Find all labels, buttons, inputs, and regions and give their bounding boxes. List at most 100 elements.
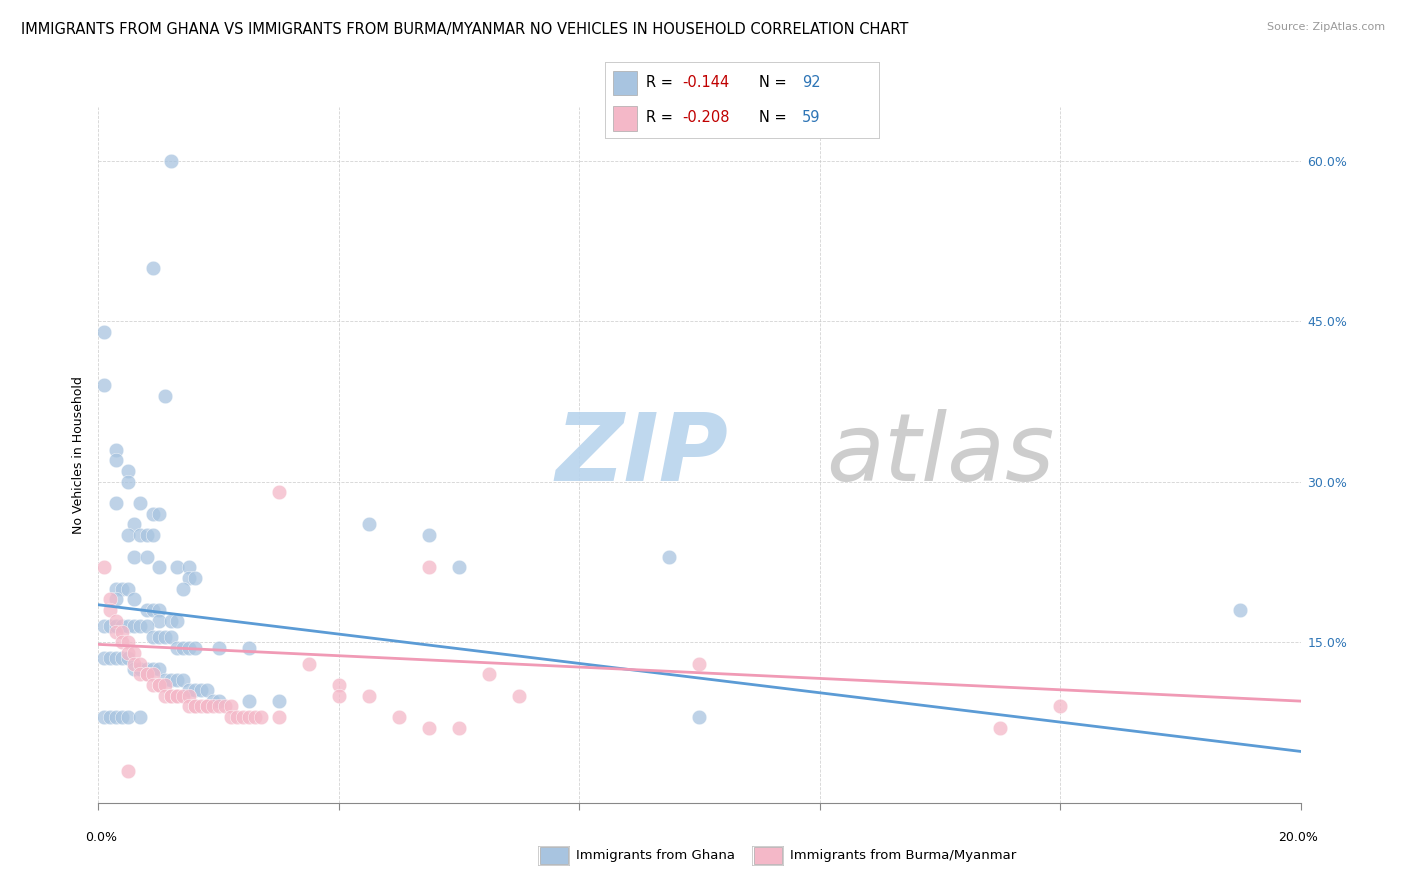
Point [177,560,200,574]
Point [988,721,1011,735]
Point [135,619,157,633]
Bar [613,106,637,130]
Point [117,764,139,778]
Point [418,528,440,542]
Point [447,721,470,735]
Point [195,699,218,714]
Point [267,694,290,708]
Text: N =: N = [759,111,792,125]
Point [141,260,163,275]
Point [129,657,152,671]
Point [135,667,157,681]
Point [177,699,200,714]
Text: Immigrants from Ghana: Immigrants from Ghana [576,849,735,862]
Text: 92: 92 [801,76,821,90]
Point [124,662,146,676]
Point [148,630,170,644]
Point [124,646,146,660]
Point [105,453,128,467]
Point [100,619,122,633]
Point [172,673,194,687]
Point [689,657,711,671]
Point [238,640,260,655]
Point [111,635,134,649]
Point [153,389,176,403]
Text: Source: ZipAtlas.com: Source: ZipAtlas.com [1267,22,1385,32]
Point [93,560,115,574]
Point [93,710,115,724]
Point [105,651,128,665]
Point [166,640,188,655]
Point [93,619,115,633]
Point [225,710,247,724]
Point [105,592,128,607]
Point [190,683,212,698]
Point [93,651,115,665]
Point [243,710,266,724]
Point [166,689,188,703]
Point [129,496,152,510]
Point [141,603,163,617]
Point [201,694,224,708]
Text: 20.0%: 20.0% [1278,831,1317,845]
Point [100,651,122,665]
Text: N =: N = [759,76,792,90]
Point [267,485,290,500]
Point [357,689,380,703]
Point [141,630,163,644]
Point [135,528,157,542]
Text: Immigrants from Burma/Myanmar: Immigrants from Burma/Myanmar [790,849,1017,862]
Point [177,683,200,698]
Point [141,528,163,542]
Point [508,689,530,703]
Point [135,549,157,564]
Point [135,667,157,681]
Point [117,464,139,478]
Point [117,646,139,660]
Point [124,592,146,607]
Point [183,640,205,655]
Point [183,699,205,714]
Point [195,699,218,714]
Text: -0.144: -0.144 [683,76,730,90]
Point [219,710,242,724]
Point [159,153,181,168]
Point [105,442,128,457]
Point [135,603,157,617]
Point [124,549,146,564]
Point [105,619,128,633]
Point [172,640,194,655]
Point [172,582,194,596]
Point [129,710,152,724]
Point [117,635,139,649]
Point [159,614,181,628]
Point [148,560,170,574]
Point [177,571,200,585]
Point [195,683,218,698]
Point [93,325,115,339]
Point [267,710,290,724]
Point [159,673,181,687]
Point [117,619,139,633]
Point [148,603,170,617]
Point [238,694,260,708]
Point [658,549,681,564]
Point [148,662,170,676]
Point [100,603,122,617]
Point [105,614,128,628]
Point [105,710,128,724]
Point [111,651,134,665]
Point [166,614,188,628]
Point [153,689,176,703]
Point [190,699,212,714]
Point [166,560,188,574]
Point [249,710,271,724]
Point [172,689,194,703]
Point [141,507,163,521]
Text: atlas: atlas [825,409,1054,500]
Point [148,678,170,692]
Point [124,619,146,633]
Point [177,689,200,703]
Point [166,689,188,703]
Bar [613,70,637,95]
